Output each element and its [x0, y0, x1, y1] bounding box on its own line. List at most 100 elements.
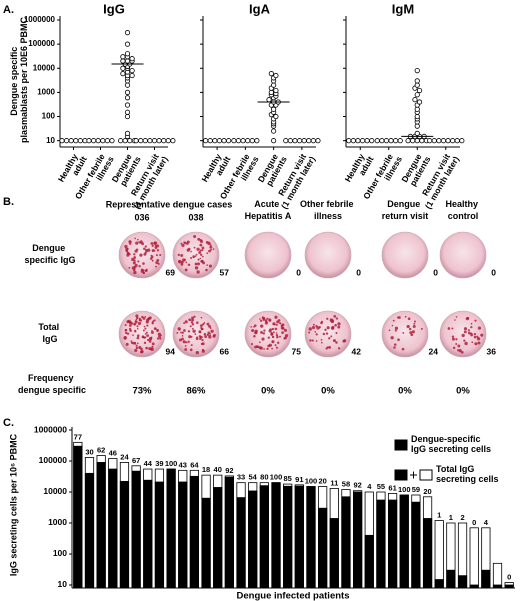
data-point [161, 138, 167, 144]
spot [192, 329, 196, 333]
spot [136, 334, 140, 338]
data-point [436, 138, 442, 144]
spot [420, 327, 423, 330]
spot [206, 264, 208, 266]
spot [213, 333, 216, 337]
spot [188, 318, 191, 322]
data-point [216, 138, 223, 144]
spot [337, 347, 341, 350]
spot [134, 263, 138, 267]
spot [131, 322, 134, 325]
spot [198, 251, 202, 254]
spot [184, 268, 188, 272]
spot [180, 242, 183, 245]
spot [279, 322, 282, 325]
spot [326, 317, 329, 320]
spot [320, 338, 323, 341]
spot [126, 253, 130, 257]
data-point [364, 138, 370, 144]
spot-count: 36 [487, 346, 497, 356]
spot [136, 342, 139, 345]
spot [320, 341, 323, 344]
data-point [120, 58, 126, 64]
bar [492, 562, 503, 589]
spot [203, 333, 207, 336]
spot [309, 339, 312, 342]
data-point [249, 138, 255, 144]
spot [190, 321, 194, 324]
spot [457, 344, 461, 348]
spot [266, 317, 269, 320]
percent-label: 43 [179, 460, 187, 469]
data-point [68, 138, 74, 144]
bar [446, 569, 456, 589]
data-point [273, 113, 279, 120]
bar [166, 468, 176, 589]
data-point [431, 138, 437, 144]
spot [130, 340, 133, 343]
bar [213, 487, 223, 589]
well [244, 231, 292, 279]
spot [204, 335, 207, 339]
spot [186, 240, 190, 244]
spot [177, 327, 181, 331]
data-point [414, 106, 420, 112]
spot [139, 253, 143, 257]
spot [196, 270, 200, 274]
data-point [419, 138, 425, 144]
spot [201, 249, 204, 252]
spot [267, 336, 271, 339]
spot [209, 244, 212, 247]
data-point [77, 138, 84, 144]
spot-count: 94 [166, 346, 176, 356]
spot [271, 335, 275, 339]
spot [201, 338, 204, 342]
percent-label: 20 [423, 487, 431, 496]
spot-count: 24 [429, 346, 439, 356]
spot [210, 329, 214, 333]
spot [136, 336, 140, 340]
data-point [151, 138, 158, 144]
data-point [100, 138, 106, 144]
spot [181, 243, 185, 248]
spot [259, 346, 263, 350]
data-point [124, 102, 131, 108]
data-point [273, 87, 279, 94]
data-point [405, 138, 411, 144]
spot [187, 263, 191, 267]
spot [146, 318, 150, 321]
spot [128, 240, 132, 244]
bar [492, 584, 503, 589]
y-tick-label: 1000000 [24, 15, 56, 24]
spot [250, 326, 252, 328]
data-point [273, 72, 279, 79]
spot [195, 253, 198, 256]
spot [315, 333, 318, 336]
percent-label: 40 [214, 465, 222, 474]
frequency-value: 0% [321, 386, 335, 397]
spot [477, 326, 482, 330]
spot [132, 341, 135, 345]
spot [474, 342, 478, 346]
data-point [268, 89, 274, 95]
bar [399, 494, 409, 589]
frequency-value: 0% [456, 386, 470, 397]
spot [447, 327, 451, 330]
spot [284, 333, 289, 338]
frequency-value: 0% [261, 386, 275, 397]
spot [144, 245, 147, 248]
panel-label: A. [3, 4, 14, 16]
data-point [226, 138, 232, 144]
data-point [86, 138, 92, 144]
data-point [440, 138, 447, 144]
row-label: Dengue specific IgG [24, 243, 75, 265]
data-point [142, 138, 148, 144]
spot [463, 339, 466, 342]
data-point [124, 30, 131, 36]
data-point [235, 138, 242, 144]
group-title: Representative dengue cases [106, 199, 233, 209]
spot [200, 316, 203, 319]
spot [335, 341, 338, 344]
data-point [416, 99, 423, 105]
spot [330, 335, 333, 338]
